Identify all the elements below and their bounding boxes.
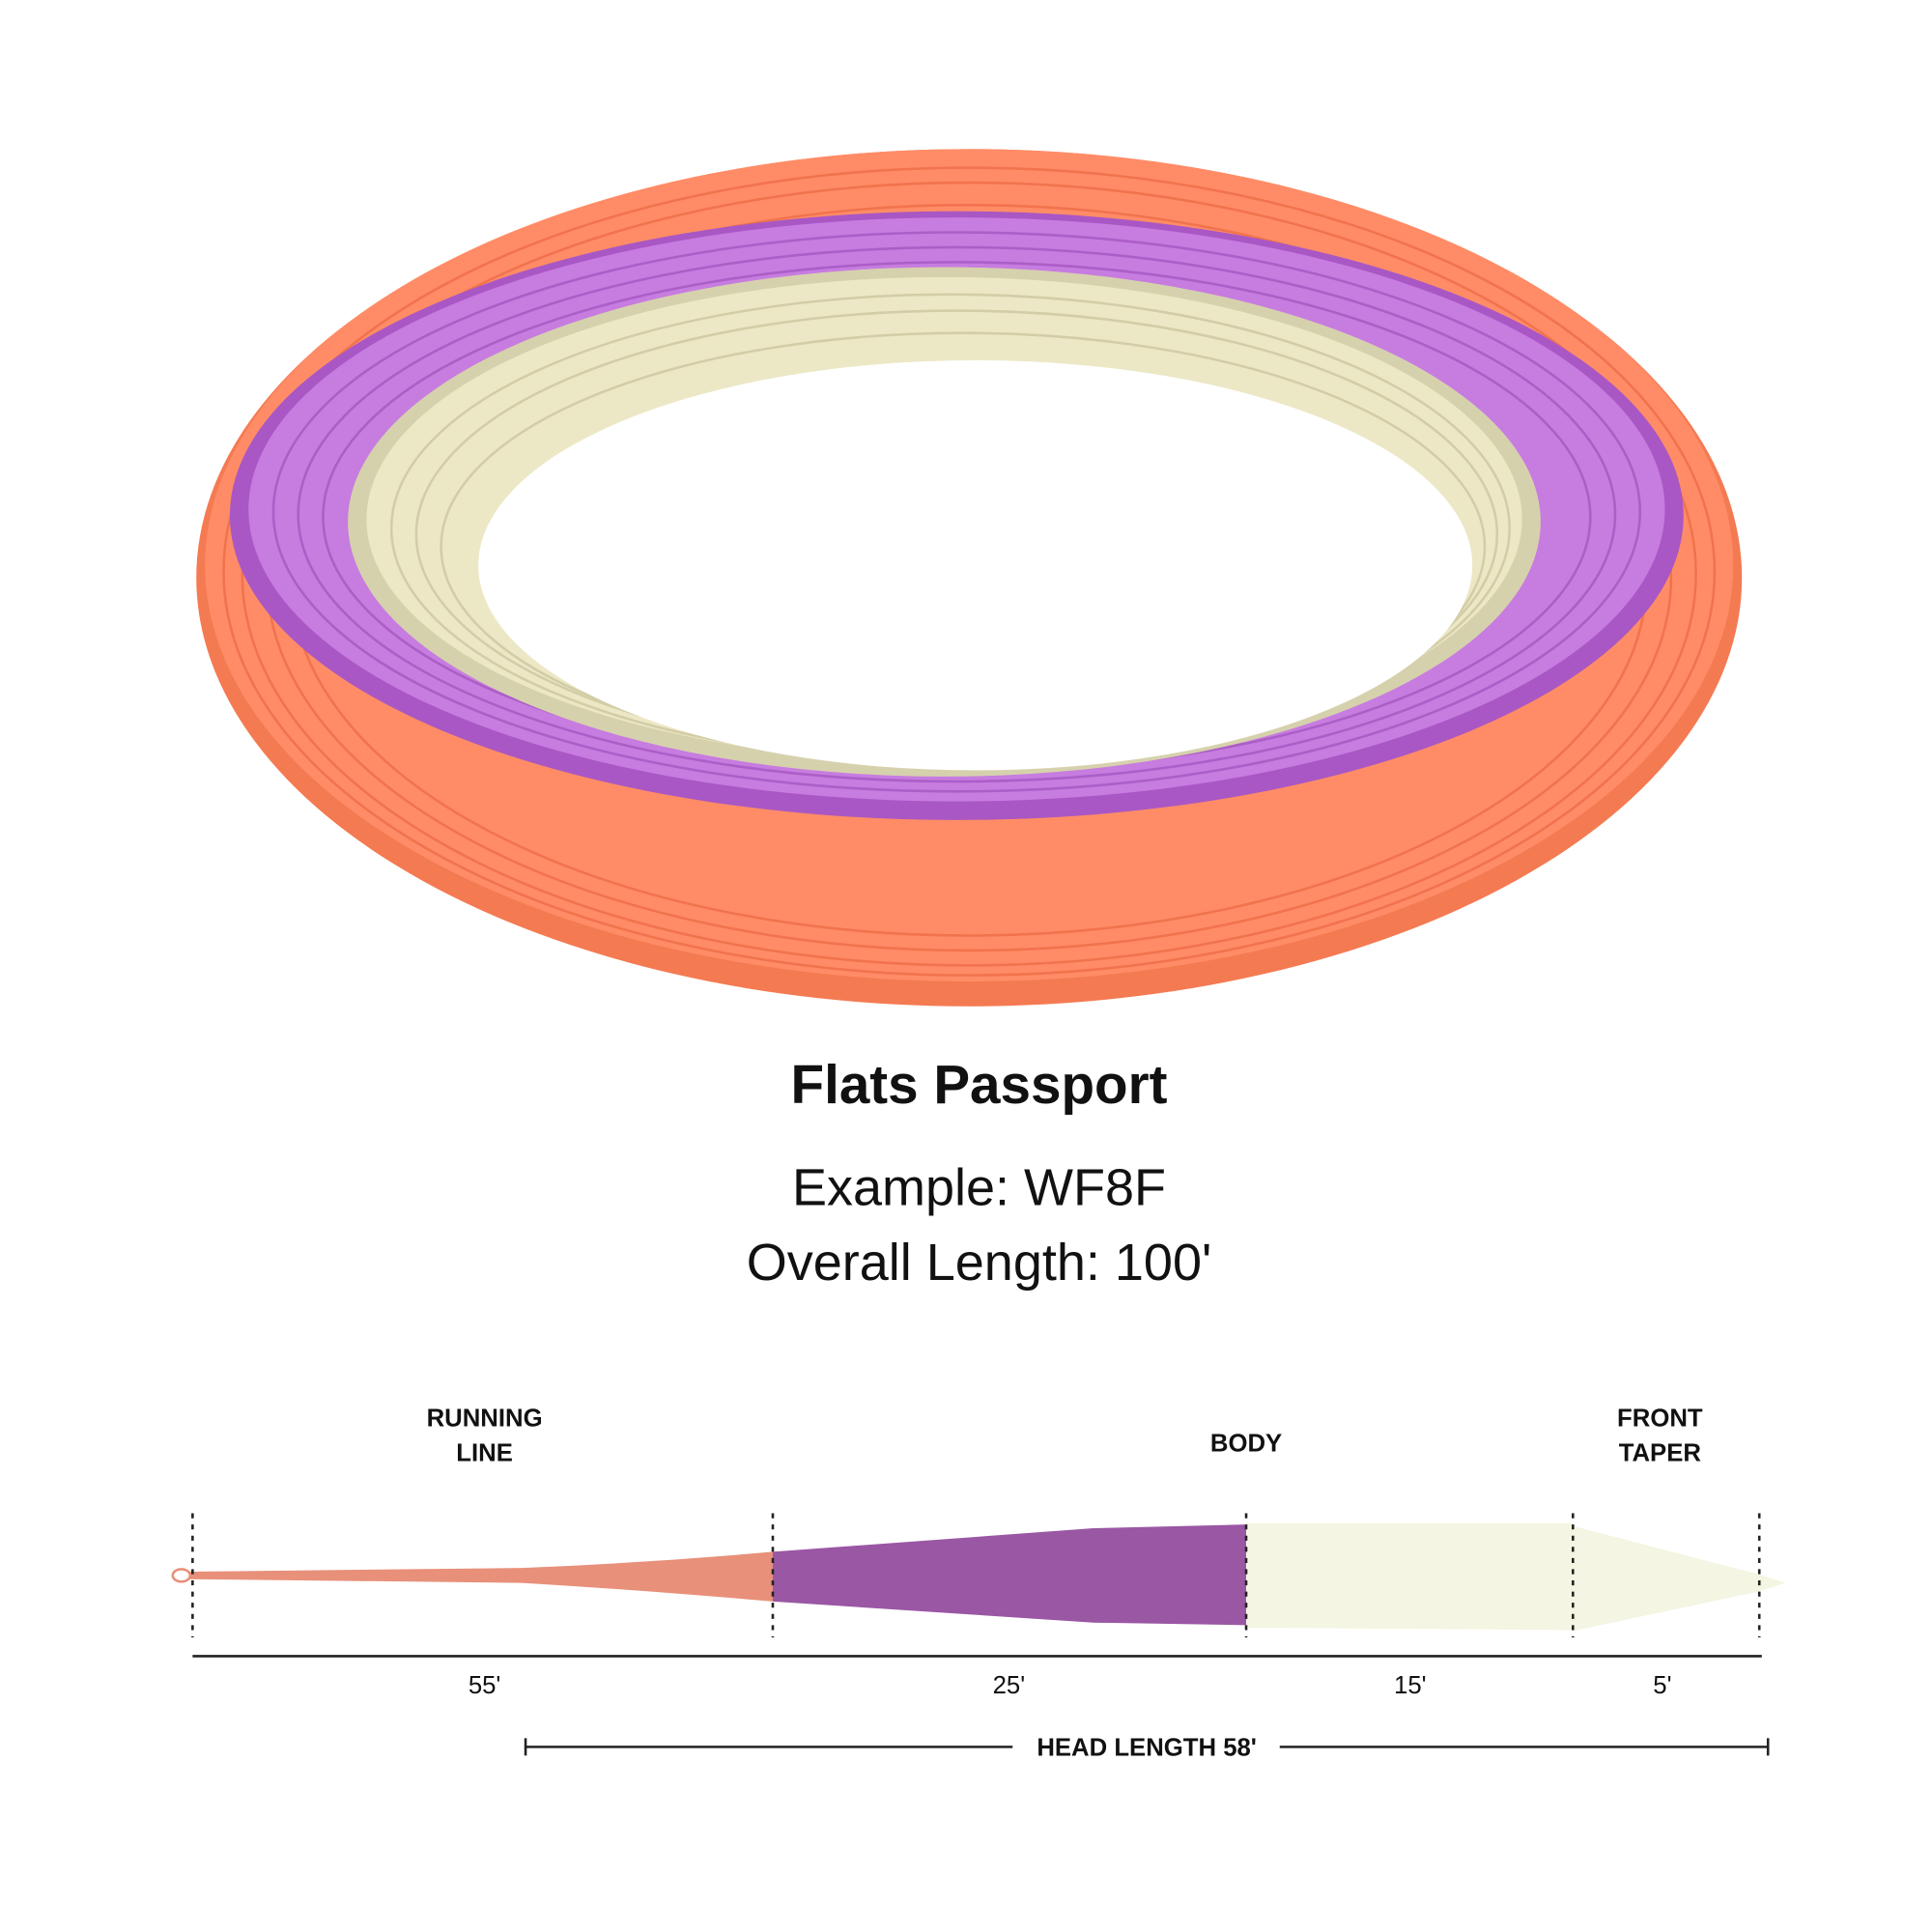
- section-label: FRONT: [1617, 1406, 1703, 1433]
- head-length: HEAD LENGTH 58': [1037, 1734, 1257, 1761]
- example: Example: WF8F: [792, 1159, 1166, 1217]
- segment-length: 25': [993, 1672, 1026, 1699]
- fly-line-coil: [196, 149, 1743, 1007]
- segment-length: 15': [1394, 1672, 1427, 1699]
- taper-diagram: RUNNING LINE BODY FRONT TAPER 55' 25' 15…: [171, 1406, 1786, 1761]
- overall-length: Overall Length: 100': [747, 1234, 1212, 1292]
- section-label: LINE: [456, 1440, 513, 1467]
- section-label: RUNNING: [427, 1406, 543, 1433]
- section-label: BODY: [1210, 1430, 1282, 1457]
- segment-length: 55': [469, 1672, 501, 1699]
- title: Flats Passport: [791, 1054, 1168, 1115]
- segment-length: 5': [1653, 1672, 1671, 1699]
- section-label: TAPER: [1619, 1440, 1702, 1467]
